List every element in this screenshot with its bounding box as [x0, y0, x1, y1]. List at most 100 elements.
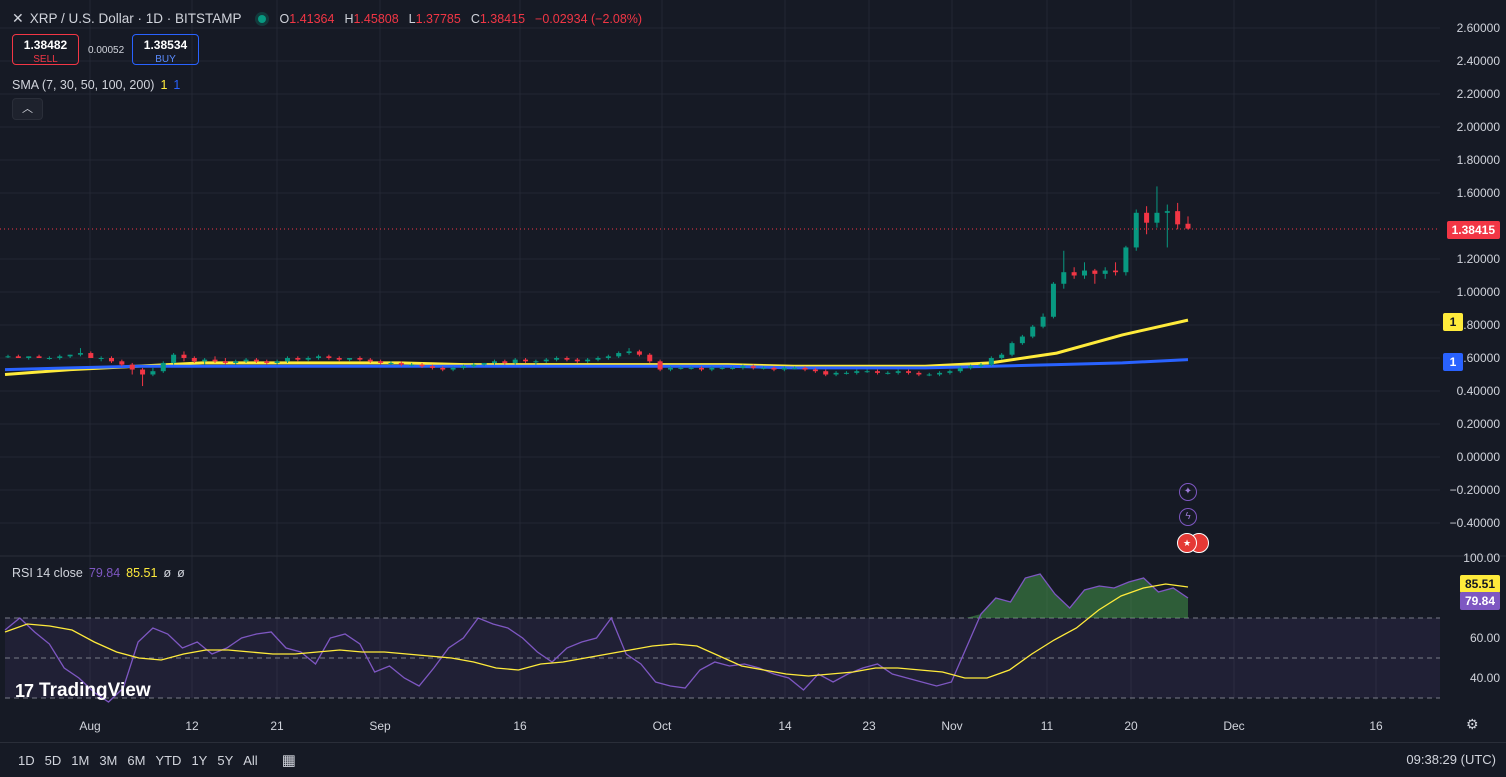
candle-body: [626, 351, 632, 354]
candle-body: [98, 358, 104, 359]
price-tick-label: 0.60000: [1457, 351, 1501, 365]
price-axis[interactable]: 2.60000 2.40000 2.20000 2.00000 1.80000 1.600…: [1450, 21, 1501, 530]
rsi-ma-legend-value: 85.51: [126, 566, 158, 580]
candle-body: [1154, 212, 1160, 223]
range-button-5y[interactable]: 5Y: [217, 752, 234, 768]
candle-body: [709, 367, 715, 370]
candle-body: [1133, 212, 1139, 248]
rsi-legend-na-2: ø: [177, 566, 185, 580]
candle-body: [1030, 326, 1036, 337]
range-button-1y[interactable]: 1Y: [191, 752, 208, 768]
range-button-ytd[interactable]: YTD: [155, 752, 182, 768]
candle-body: [481, 362, 487, 365]
brand-name: TradingView: [39, 680, 151, 701]
price-tick-label: 0.40000: [1457, 384, 1501, 398]
candle-body: [864, 371, 870, 373]
lightning-icon[interactable]: ϟ: [1179, 508, 1197, 526]
time-tick-label: 12: [185, 719, 199, 733]
time-tick-label: 16: [513, 719, 527, 733]
status-dot-icon: [257, 14, 266, 23]
time-axis[interactable]: Aug 12 21 Sep 16 Oct 14 23 Nov 11 20 Dec 16: [79, 719, 1383, 733]
candle-body: [885, 372, 891, 374]
rsi-legend[interactable]: RSI 14 close 79.84 85.51 ø ø: [12, 566, 185, 580]
time-tick-label: 20: [1124, 719, 1138, 733]
candle-body: [781, 367, 787, 370]
range-button-5d[interactable]: 5D: [44, 752, 62, 768]
candle-body: [823, 371, 829, 375]
rsi-legend-label: RSI 14 close: [12, 566, 83, 580]
candle-body: [926, 374, 932, 376]
candle-body: [67, 354, 73, 357]
sma-yellow-tag: 1: [1443, 313, 1463, 331]
candle-body: [1164, 211, 1170, 213]
candle-body: [212, 359, 218, 362]
candle-body: [409, 364, 415, 366]
time-tick-label: 11: [1041, 719, 1054, 733]
symbol-title[interactable]: XRP / U.S. Dollar · 1D · BITSTAMP: [29, 11, 242, 26]
rocket-icon[interactable]: ✦: [1179, 483, 1197, 501]
candle-body: [305, 358, 311, 360]
tradingview-logo: 17 TradingView: [15, 680, 151, 702]
candle-body: [181, 354, 187, 358]
ohlc-close: C1.38415: [470, 11, 526, 26]
range-button-3m[interactable]: 3M: [99, 752, 118, 768]
candle-body: [233, 361, 239, 363]
candle-body: [523, 359, 529, 362]
clock[interactable]: 09:38:29 (UTC): [1406, 752, 1496, 767]
candle-body: [253, 359, 259, 362]
candle-body: [730, 367, 736, 369]
compare-icon[interactable]: ▦: [281, 752, 296, 769]
time-tick-label: Oct: [653, 719, 672, 733]
candle-body: [678, 367, 684, 369]
candle-body: [906, 371, 912, 373]
time-tick-label: Nov: [941, 719, 962, 733]
candle-body: [512, 359, 518, 363]
time-tick-label: 14: [778, 719, 792, 733]
candle-body: [833, 372, 839, 375]
settings-icon[interactable]: ⚙: [1466, 716, 1479, 732]
rsi-overbought-fill: [5, 574, 1188, 618]
candle-body: [699, 367, 705, 370]
candle-body: [129, 364, 135, 370]
range-button-all[interactable]: All: [243, 752, 258, 768]
candle-body: [378, 361, 384, 363]
candle-body: [243, 359, 249, 362]
candle-body: [77, 353, 83, 355]
candle-body: [895, 371, 901, 373]
chevron-up-icon[interactable]: ︿: [12, 98, 43, 120]
range-button-1m[interactable]: 1M: [71, 752, 90, 768]
sma-blue-tag: 1: [1443, 353, 1463, 371]
close-icon[interactable]: ✕: [12, 10, 24, 26]
price-chart[interactable]: 2.60000 2.40000 2.20000 2.00000 1.80000 1.600…: [0, 0, 1506, 742]
sma-legend[interactable]: SMA (7, 30, 50, 100, 200) 1 1: [12, 78, 180, 92]
buy-button[interactable]: 1.38534 BUY: [132, 34, 199, 65]
candle-body: [1040, 316, 1046, 327]
candle-body: [657, 361, 663, 370]
sell-button[interactable]: 1.38482 SELL: [12, 34, 79, 65]
candle-body: [419, 364, 425, 367]
rsi-axis: 100.00 60.00 40.00: [1463, 551, 1500, 685]
candle-body: [719, 367, 725, 369]
symbol-legend: ✕ XRP / U.S. Dollar · 1D · BITSTAMP O1.4…: [12, 10, 646, 27]
price-tick-label: 1.80000: [1457, 153, 1501, 167]
candle-body: [440, 367, 446, 370]
candle-body: [1092, 270, 1098, 274]
rsi-ma-tag: 85.51: [1459, 575, 1500, 593]
sma-blue-line: [4, 358, 1189, 372]
us-flag-icon[interactable]: ★: [1177, 533, 1197, 553]
range-button-1d[interactable]: 1D: [18, 752, 35, 768]
rsi-tag: 79.84: [1459, 592, 1500, 610]
candle-body: [429, 366, 435, 368]
candle-body: [491, 361, 497, 363]
candle-body: [316, 356, 322, 358]
candle-body: [15, 356, 21, 358]
range-button-6m[interactable]: 6M: [127, 752, 146, 768]
candle-body: [874, 371, 880, 373]
candle-body: [605, 356, 611, 358]
spread-value: 0.00052: [88, 45, 125, 56]
candle-body: [46, 358, 52, 359]
rsi-legend-na-1: ø: [163, 566, 172, 580]
candle-body: [957, 367, 963, 372]
candle-body: [222, 361, 228, 363]
candle-body: [988, 358, 994, 365]
